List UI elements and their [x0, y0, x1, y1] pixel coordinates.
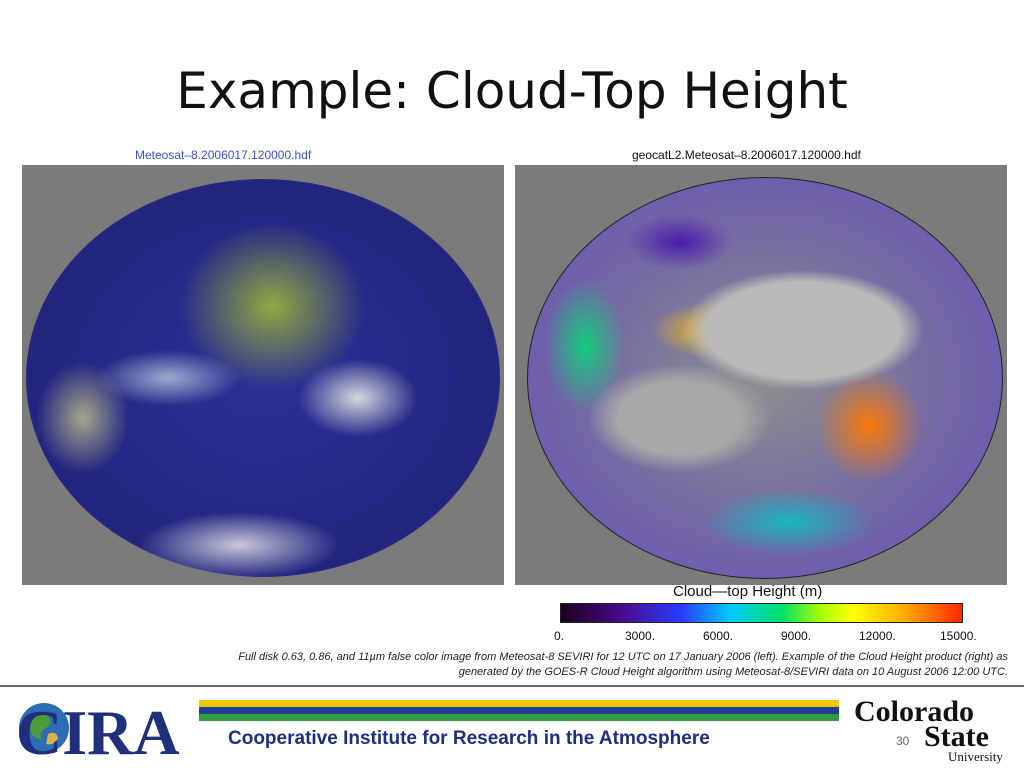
left-image-filename: Meteosat–8.2006017.120000.hdf	[135, 148, 312, 162]
footer-divider	[0, 685, 1024, 687]
earth-disk-cloud-height	[527, 177, 1003, 579]
colorbar-tick: 0.	[554, 629, 565, 643]
footer-color-stripes	[199, 700, 839, 722]
page-number: 30	[896, 734, 910, 748]
csu-wordmark-line: State	[924, 720, 989, 753]
caption-line: Full disk 0.63, 0.86, and 11µm false col…	[238, 651, 1008, 663]
right-image-filename: geocatL2.Meteosat–8.2006017.120000.hdf	[632, 148, 861, 162]
earth-disk-false-color	[26, 179, 500, 577]
figure-caption: Full disk 0.63, 0.86, and 11µm false col…	[60, 650, 1008, 680]
cloud-height-colorbar	[560, 603, 963, 623]
colorbar-title: Cloud—top Height (m)	[673, 583, 823, 600]
stripe-gold	[199, 700, 839, 707]
colorbar-tick: 6000.	[703, 629, 734, 643]
stripe-navy	[199, 707, 839, 714]
cira-logo: CIRA	[16, 697, 180, 762]
colorbar-tick: 15000.	[940, 629, 977, 643]
csu-wordmark-line: Colorado	[854, 695, 974, 728]
false-color-image-panel	[22, 165, 504, 585]
stripe-green	[199, 714, 839, 721]
csu-logo: Colorado State University	[854, 695, 1003, 764]
cira-wordmark: CIRA	[16, 697, 180, 762]
csu-wordmark-line: University	[948, 749, 1003, 764]
colorbar-tick: 3000.	[625, 629, 656, 643]
institute-name: Cooperative Institute for Research in th…	[228, 728, 710, 749]
slide-title: Example: Cloud-Top Height	[176, 62, 848, 120]
caption-line: generated by the GOES-R Cloud Height alg…	[458, 666, 1008, 678]
colorbar-tick: 12000.	[859, 629, 896, 643]
landmass-shape	[46, 732, 58, 745]
landmass-shape	[30, 713, 51, 740]
colorbar-tick: 9000.	[781, 629, 812, 643]
cloud-height-image-panel	[515, 165, 1007, 585]
